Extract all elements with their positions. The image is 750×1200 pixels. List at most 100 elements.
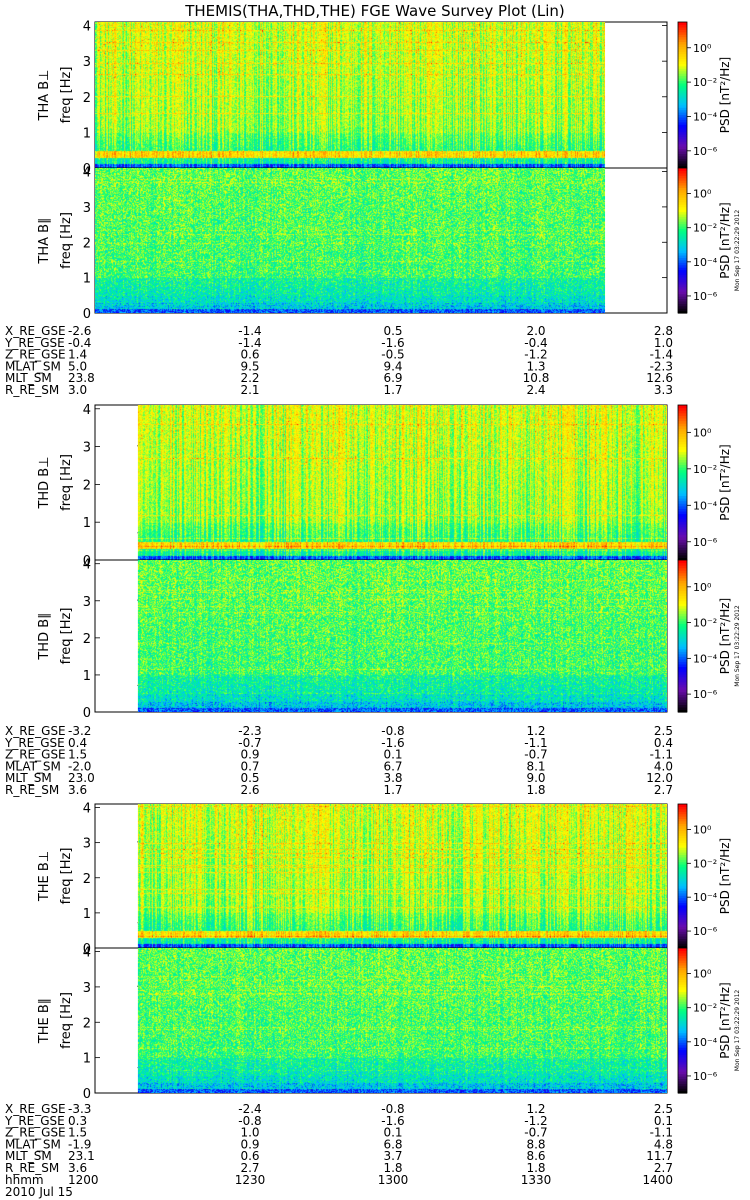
ephemeris-value: -3.2 xyxy=(68,724,91,738)
colorbar-segment xyxy=(678,448,687,453)
colorbar-frame xyxy=(677,167,688,314)
colorbar-segment xyxy=(678,541,687,546)
y-tick-label: 2 xyxy=(83,872,91,887)
colorbar-segment xyxy=(678,235,687,239)
colorbar-segment xyxy=(678,99,687,103)
ephemeris-value: 23.8 xyxy=(68,371,95,385)
colorbar-segment xyxy=(678,676,687,680)
colorbar-segment xyxy=(678,48,687,52)
colorbar-segment xyxy=(678,623,687,627)
colorbar-tick-label: 10⁻² xyxy=(693,76,717,89)
colorbar-segment xyxy=(678,849,687,853)
colorbar-segment xyxy=(678,187,687,191)
colorbar-segment xyxy=(678,689,687,693)
ephemeris-value: -1.1 xyxy=(524,736,547,750)
colorbar-segment xyxy=(678,274,687,278)
colorbar-segment xyxy=(678,204,687,208)
colorbar-segment xyxy=(678,590,687,594)
colorbar-segment xyxy=(678,1044,687,1048)
ephemeris-value: 1.5 xyxy=(68,748,87,762)
colorbar-segment xyxy=(678,252,687,256)
colorbar-segment xyxy=(678,284,687,288)
colorbar-segment xyxy=(678,172,687,176)
colorbar-segment xyxy=(678,892,687,896)
spectrogram-image xyxy=(137,405,667,560)
colorbar-segment xyxy=(678,39,687,43)
colorbar-segment xyxy=(678,153,687,157)
colorbar-segment xyxy=(678,868,687,872)
colorbar-segment xyxy=(678,213,687,217)
spectrogram-image xyxy=(137,560,667,712)
ephemeris-value: 1.4 xyxy=(68,348,87,362)
ephemeris-value: 1.5 xyxy=(68,1126,87,1140)
ephemeris-value: 23.0 xyxy=(68,771,95,785)
colorbar-segment xyxy=(678,423,687,427)
ephemeris-value: 23.1 xyxy=(68,1149,95,1163)
colorbar-segment xyxy=(678,904,687,908)
ephemeris-value: 2.7 xyxy=(240,1161,259,1175)
ephemeris-row-label: X_RE_GSE xyxy=(5,324,66,338)
colorbar-segment xyxy=(678,663,687,667)
ephemeris-value: -1.4 xyxy=(238,324,261,338)
ephemeris-row-label: MLAT_SM xyxy=(5,359,61,373)
colorbar-tick-label: 10⁻² xyxy=(693,617,717,630)
colorbar-segment xyxy=(678,56,687,60)
colorbar-segment xyxy=(678,938,687,942)
colorbar-segment xyxy=(678,461,687,466)
ephemeris-value: -0.8 xyxy=(381,724,404,738)
ephemeris-value: -1.6 xyxy=(381,736,404,750)
panel-ylabel: THA B⊥ xyxy=(37,70,52,122)
ephemeris-value: -1.1 xyxy=(650,748,673,762)
colorbar-segment xyxy=(678,160,687,164)
colorbar-segment xyxy=(678,600,687,604)
freq-axis-label: freq [Hz] xyxy=(59,212,74,269)
colorbar-segment xyxy=(678,454,687,458)
colorbar-segment xyxy=(678,264,687,268)
colorbar-segment xyxy=(678,267,687,271)
ephemeris-value: 4.8 xyxy=(654,1137,673,1151)
colorbar-segment xyxy=(678,811,687,815)
ephemeris-value: 0.5 xyxy=(383,324,402,338)
y-tick-label: 2 xyxy=(83,478,91,493)
colorbar-segment xyxy=(678,986,687,990)
ephemeris-value: 0.1 xyxy=(383,1126,402,1140)
ephemeris-value: 2.2 xyxy=(240,371,259,385)
colorbar: 10⁰ 10⁻² 10⁻⁴ 10⁻⁶ PSD [nT²/Hz] Mon Sep 17 03… xyxy=(677,559,741,713)
colorbar-segment xyxy=(678,560,687,564)
ephemeris-row-label: Y_RE_GSE xyxy=(4,1114,65,1128)
colorbar-segment xyxy=(678,565,687,569)
colorbar-segment xyxy=(678,438,687,442)
ephemeris-value: 8.1 xyxy=(526,759,545,773)
colorbar-segment xyxy=(678,1054,687,1058)
colorbar-tick-label: 10⁻⁶ xyxy=(693,688,718,701)
colorbar-segment xyxy=(678,1068,687,1072)
colorbar-segment xyxy=(678,648,687,652)
colorbar-segment xyxy=(678,630,687,635)
y-tick-label: 3 xyxy=(83,981,91,996)
ephemeris-value: -2.0 xyxy=(68,759,91,773)
colorbar-segment xyxy=(678,177,687,181)
colorbar-frame xyxy=(677,947,688,1094)
colorbar-segment xyxy=(678,900,687,903)
colorbar-segment xyxy=(678,888,687,891)
ephemeris-value: 1.2 xyxy=(526,1102,545,1116)
colorbar-segment xyxy=(678,880,687,884)
colorbar-segment xyxy=(678,194,687,198)
ephemeris-row-label: MLT_SM xyxy=(5,371,52,385)
colorbar-segment xyxy=(678,653,687,657)
colorbar-segment xyxy=(678,964,687,968)
colorbar-segment xyxy=(678,513,687,517)
colorbar-segment xyxy=(678,230,687,234)
colorbar-segment xyxy=(678,864,687,867)
colorbar-segment xyxy=(678,474,687,478)
colorbar-segment xyxy=(678,977,687,981)
colorbar-segment xyxy=(678,806,687,810)
colorbar-segment xyxy=(678,163,687,167)
colorbar-segment xyxy=(678,43,687,47)
y-tick-label: 2 xyxy=(83,632,91,647)
colorbar-segment xyxy=(678,495,687,499)
ephemeris-value: 8.6 xyxy=(526,1149,545,1163)
colorbar-segment xyxy=(678,150,687,154)
y-tick-label: 3 xyxy=(83,837,91,852)
